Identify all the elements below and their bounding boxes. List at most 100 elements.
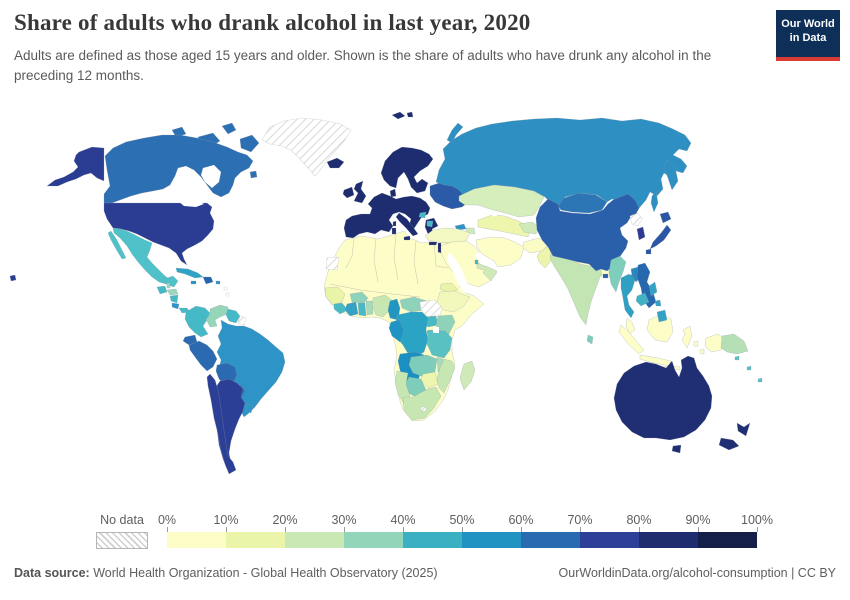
map-region-canada[interactable]: [249, 170, 258, 179]
map-region-antilles[interactable]: [223, 286, 230, 297]
map-region-nz-south-island[interactable]: [718, 437, 740, 451]
map-region-canada[interactable]: [221, 122, 237, 135]
map-region-myanmar[interactable]: [608, 255, 627, 293]
map-region-novaya-zemlya[interactable]: [446, 122, 464, 144]
map-region-gabon-congo[interactable]: [388, 319, 405, 343]
map-region-malay-peninsula[interactable]: [625, 317, 636, 335]
legend-segment-30%-40%[interactable]: [344, 532, 403, 548]
map-region-hawaii[interactable]: [9, 274, 17, 282]
map-region-peru[interactable]: [188, 340, 218, 372]
map-region-south-sudan[interactable]: [419, 299, 444, 318]
map-region-canada[interactable]: [239, 134, 260, 153]
map-region-north-korea[interactable]: [629, 212, 643, 227]
map-region-svalbard[interactable]: [391, 111, 414, 120]
map-region-eritrea[interactable]: [439, 282, 459, 293]
map-region-ghana[interactable]: [357, 302, 367, 317]
map-region-canada[interactable]: [171, 126, 187, 138]
owid-logo[interactable]: Our World in Data: [776, 10, 840, 61]
map-region-canada[interactable]: [103, 134, 254, 204]
map-region-sierra-leone-liberia[interactable]: [333, 302, 349, 315]
map-region-thailand[interactable]: [620, 273, 636, 319]
map-region-oman[interactable]: [482, 265, 498, 282]
map-region-uae[interactable]: [476, 262, 486, 271]
map-region-jamaica[interactable]: [190, 280, 197, 285]
map-region-philippines-luzon[interactable]: [648, 281, 658, 297]
map-region-central-asia[interactable]: [477, 214, 532, 238]
map-region-crete[interactable]: [428, 241, 438, 246]
map-region-italy[interactable]: [395, 212, 419, 237]
map-region-south-africa[interactable]: [402, 386, 442, 421]
legend-segment-80%-90%[interactable]: [639, 532, 698, 548]
map-region-mongolia[interactable]: [557, 192, 608, 214]
map-region-russia[interactable]: [435, 117, 692, 214]
map-region-nicaragua[interactable]: [169, 294, 179, 304]
map-region-moluccas[interactable]: [693, 340, 705, 355]
map-region-uk[interactable]: [353, 180, 367, 204]
map-region-lesotho[interactable]: [420, 406, 427, 412]
map-region-hispaniola[interactable]: [202, 276, 214, 285]
map-region-venezuela[interactable]: [205, 304, 229, 328]
legend-segment-40%-50%[interactable]: [403, 532, 462, 548]
map-region-uruguay[interactable]: [244, 403, 254, 414]
legend-segment-70%-80%[interactable]: [580, 532, 639, 548]
map-region-madagascar[interactable]: [459, 360, 476, 391]
map-region-israel[interactable]: [437, 242, 442, 254]
map-region-scandinavia[interactable]: [380, 146, 434, 194]
map-region-togo-benin[interactable]: [365, 300, 374, 316]
map-region-kazakhstan[interactable]: [458, 184, 545, 218]
map-region-japan-kyushu[interactable]: [645, 248, 652, 255]
map-region-tanzania[interactable]: [426, 329, 453, 359]
map-region-tasmania[interactable]: [671, 444, 682, 454]
legend-segment-0%-10%[interactable]: [167, 532, 226, 548]
map-region-nz-north-island[interactable]: [736, 422, 751, 437]
map-region-japan-hokkaido[interactable]: [659, 211, 672, 224]
map-region-sumatra[interactable]: [618, 324, 645, 355]
legend-segment-90%-100%[interactable]: [698, 532, 757, 548]
map-region-costa-rica[interactable]: [171, 302, 180, 310]
map-region-western-sahara[interactable]: [325, 256, 340, 271]
map-region-mexico[interactable]: [112, 227, 171, 285]
map-region-iran[interactable]: [475, 236, 525, 268]
map-region-ireland[interactable]: [342, 186, 355, 199]
map-region-philippines-visayas[interactable]: [654, 299, 662, 307]
map-region-zimbabwe[interactable]: [420, 371, 439, 389]
map-region-baja[interactable]: [107, 230, 127, 260]
map-region-corsica-sardinia[interactable]: [391, 220, 397, 235]
map-region-sulawesi[interactable]: [681, 325, 693, 349]
map-region-honduras[interactable]: [166, 288, 179, 296]
map-region-western-europe[interactable]: [343, 192, 431, 239]
map-region-greenland[interactable]: [261, 117, 352, 177]
map-region-alaska[interactable]: [46, 146, 105, 187]
legend-segment-50%-60%[interactable]: [462, 532, 521, 548]
map-region-west-papua[interactable]: [704, 333, 727, 353]
map-region-hainan[interactable]: [602, 273, 609, 279]
map-region-burkina-faso[interactable]: [349, 291, 369, 304]
map-region-pacific-islands[interactable]: [734, 355, 763, 383]
map-region-albania-macedonia[interactable]: [426, 220, 434, 228]
map-region-cuba[interactable]: [175, 267, 204, 279]
map-region-belize[interactable]: [166, 282, 171, 289]
map-region-colombia[interactable]: [184, 305, 211, 338]
map-region-japan-honshu[interactable]: [649, 224, 672, 250]
map-region-mozambique[interactable]: [436, 358, 456, 394]
map-region-sakhalin[interactable]: [650, 190, 659, 213]
map-region-turkey[interactable]: [424, 227, 471, 244]
map-region-sri-lanka[interactable]: [586, 334, 594, 345]
map-region-bahrain-qatar[interactable]: [474, 259, 479, 265]
map-region-papua-new-guinea[interactable]: [720, 333, 749, 355]
map-region-nigeria[interactable]: [371, 294, 393, 318]
legend-segment-10%-20%[interactable]: [226, 532, 285, 548]
map-region-china[interactable]: [535, 193, 640, 272]
map-region-iceland[interactable]: [326, 157, 345, 169]
map-region-australia[interactable]: [613, 355, 713, 441]
map-region-denmark[interactable]: [389, 188, 397, 198]
map-region-philippines-mindanao[interactable]: [656, 309, 668, 323]
map-region-chile[interactable]: [206, 373, 237, 475]
map-region-senegal-guinea[interactable]: [324, 286, 346, 306]
map-region-guatemala[interactable]: [156, 285, 168, 295]
map-region-bosnia[interactable]: [418, 211, 427, 219]
map-region-sicily[interactable]: [403, 235, 411, 241]
map-region-french-guiana[interactable]: [237, 315, 247, 326]
legend-segment-60%-70%[interactable]: [521, 532, 580, 548]
map-region-kamchatka[interactable]: [663, 159, 679, 191]
